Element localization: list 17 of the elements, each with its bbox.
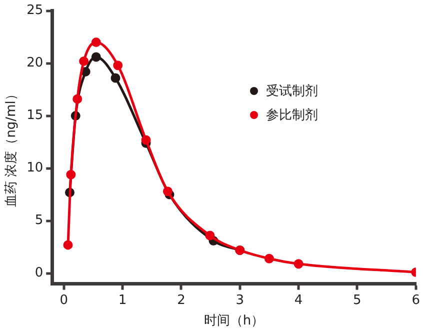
- x-tick-label: 3: [236, 292, 244, 308]
- legend-label: 参比制剂: [266, 107, 318, 124]
- y-tick-label: 0: [34, 266, 44, 281]
- y-tick-label: 20: [26, 56, 44, 71]
- x-tick-label: 2: [177, 292, 186, 308]
- y-tick-label: 10: [26, 160, 44, 176]
- y-tick-label: 25: [26, 3, 44, 18]
- x-tick-label: 4: [294, 292, 303, 308]
- y-tick-label: 5: [34, 213, 44, 228]
- x-tick-label: 5: [353, 292, 362, 308]
- x-tick-label: 6: [412, 292, 420, 308]
- x-axis-title: 时间（h）: [204, 314, 264, 329]
- legend-label: 受试制剂: [266, 83, 318, 100]
- y-axis-title: 血药 浓度（ng/ml）: [3, 88, 20, 207]
- x-tick-label: 0: [60, 292, 68, 308]
- x-tick-label: 1: [118, 292, 127, 308]
- y-tick-label: 15: [26, 108, 44, 124]
